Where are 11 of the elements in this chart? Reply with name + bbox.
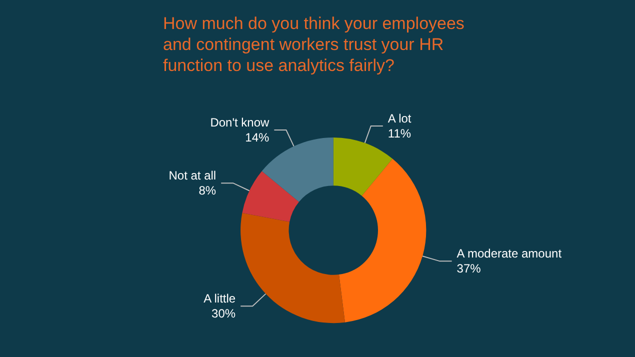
slice-label: A lot [388, 111, 412, 126]
slice-label: A little [204, 292, 236, 306]
chart-title: How much do you think your employees and contingent workers trust your HR function to use analytics fairly? [163, 14, 464, 75]
slice-label: A moderate amount [456, 246, 562, 261]
slice-label: Don't know [210, 115, 270, 130]
slice-label: Not at all [168, 168, 216, 183]
data-label: 37% [456, 262, 482, 276]
data-label: 14% [245, 130, 270, 144]
data-label: 11% [388, 126, 412, 140]
data-label: 8% [198, 184, 216, 198]
data-label: 30% [212, 306, 236, 321]
